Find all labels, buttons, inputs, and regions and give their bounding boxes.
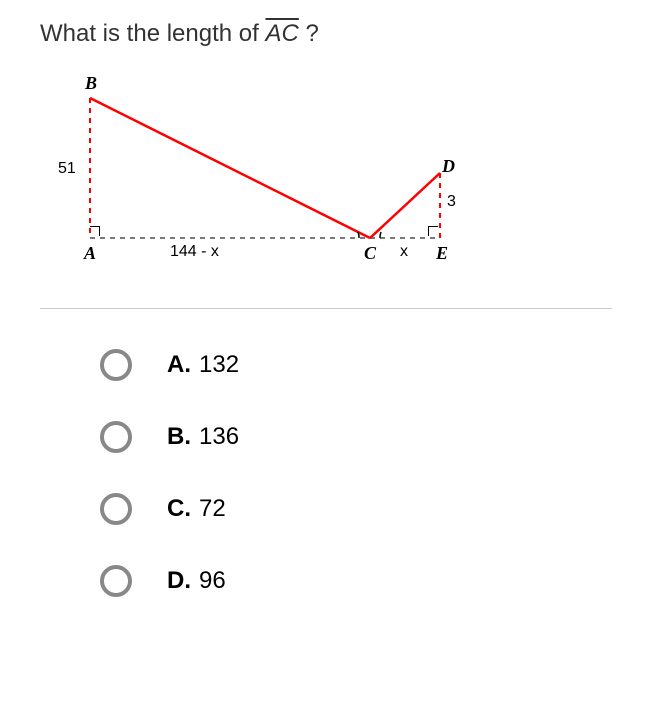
vertex-b: B bbox=[85, 73, 97, 94]
radio-icon bbox=[100, 421, 132, 453]
option-letter: B. bbox=[167, 423, 191, 451]
option-value: 96 bbox=[199, 567, 226, 595]
radio-icon bbox=[100, 349, 132, 381]
value-left: 51 bbox=[58, 160, 76, 178]
geometry-diagram: B A C E D 51 144 - x x 3 bbox=[40, 78, 480, 278]
option-c[interactable]: C. 72 bbox=[100, 493, 612, 525]
segment-label: AC bbox=[265, 20, 298, 47]
option-d[interactable]: D. 96 bbox=[100, 565, 612, 597]
option-letter: D. bbox=[167, 567, 191, 595]
radio-icon bbox=[100, 493, 132, 525]
vertex-c: C bbox=[364, 243, 376, 264]
option-a[interactable]: A. 132 bbox=[100, 349, 612, 381]
option-value: 72 bbox=[199, 495, 226, 523]
right-angle-e bbox=[428, 226, 438, 236]
divider bbox=[40, 308, 612, 309]
vertex-a: A bbox=[84, 243, 96, 264]
question-prefix: What is the length of bbox=[40, 20, 265, 47]
value-right: 3 bbox=[447, 193, 456, 211]
value-bottom-right: x bbox=[400, 243, 408, 261]
diagram-svg bbox=[40, 78, 480, 278]
answer-options: A. 132 B. 136 C. 72 D. 96 bbox=[40, 349, 612, 597]
vertex-d: D bbox=[442, 156, 455, 177]
vertex-e: E bbox=[436, 243, 448, 264]
question-suffix: ? bbox=[299, 20, 319, 47]
option-value: 132 bbox=[199, 351, 239, 379]
right-angle-a bbox=[90, 226, 100, 236]
option-letter: A. bbox=[167, 351, 191, 379]
option-b[interactable]: B. 136 bbox=[100, 421, 612, 453]
option-value: 136 bbox=[199, 423, 239, 451]
value-bottom-left: 144 - x bbox=[170, 243, 219, 261]
radio-icon bbox=[100, 565, 132, 597]
option-letter: C. bbox=[167, 495, 191, 523]
question-text: What is the length of AC ? bbox=[40, 20, 612, 48]
